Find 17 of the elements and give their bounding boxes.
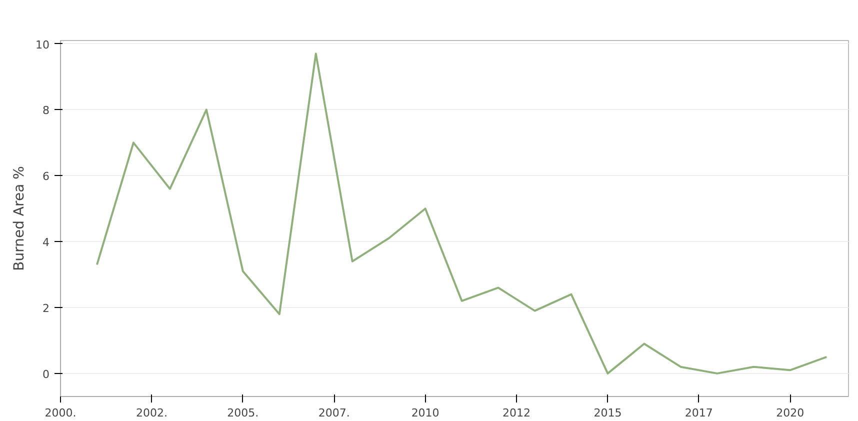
line-series xyxy=(96,52,828,374)
x-tick-label: 2000. xyxy=(44,406,76,420)
y-tick-label: 6 xyxy=(42,170,50,184)
x-tick-label: 2010 xyxy=(411,406,440,420)
x-tick-label: 2020 xyxy=(776,406,804,420)
y-tick-label: 0 xyxy=(42,368,50,381)
y-tick-label: 10 xyxy=(36,38,50,52)
x-tick-label: 2007. xyxy=(318,406,350,420)
x-tick-label: 2002. xyxy=(136,406,168,420)
x-tick-label: 2017 xyxy=(684,406,713,420)
y-tick-label: 4 xyxy=(42,236,50,250)
y-tick-label: 2 xyxy=(42,302,50,315)
x-tick-label: 2005. xyxy=(227,406,259,420)
y-tick-label: 8 xyxy=(42,104,50,118)
x-tick-label: 2012 xyxy=(502,406,531,420)
y-axis-title: Burned Area % xyxy=(12,166,28,271)
x-tick-label: 2015 xyxy=(594,406,622,420)
